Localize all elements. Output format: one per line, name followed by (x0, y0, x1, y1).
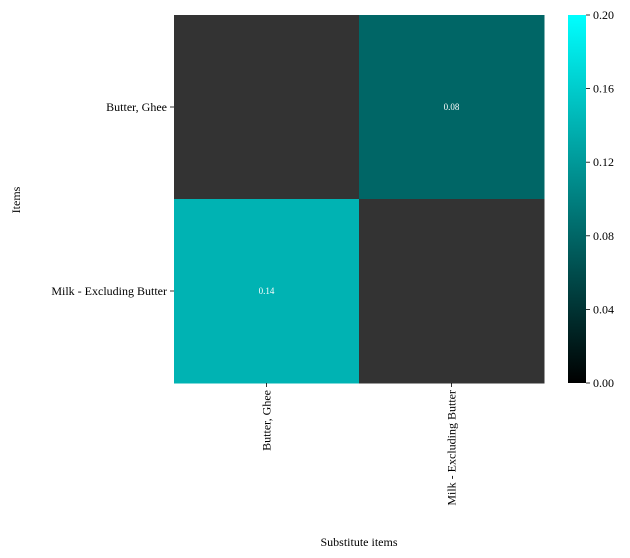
colorbar-gradient (568, 15, 586, 383)
x-axis-title: Substitute items (320, 535, 397, 549)
colorbar: 0.00 0.04 0.08 0.12 0.16 0.20 (568, 8, 614, 390)
heatmap-cells (174, 15, 545, 384)
y-axis-title: Items (9, 186, 23, 213)
heatmap-cell (174, 199, 360, 384)
x-tick-label: Milk - Excluding Butter (445, 390, 459, 506)
x-axis-ticks: Butter, Ghee Milk - Excluding Butter (260, 383, 459, 506)
y-axis-ticks: Butter, Ghee Milk - Excluding Butter (51, 100, 174, 298)
colorbar-tick-label: 0.12 (593, 155, 614, 169)
cell-value-label: 0.08 (444, 102, 460, 112)
y-tick-label: Butter, Ghee (106, 100, 167, 114)
colorbar-tick-label: 0.00 (593, 376, 614, 390)
colorbar-tick-label: 0.16 (593, 82, 614, 96)
heatmap-cell (174, 15, 360, 200)
colorbar-tick-label: 0.04 (593, 302, 614, 316)
x-tick-label: Butter, Ghee (260, 390, 274, 451)
y-tick-label: Milk - Excluding Butter (51, 284, 167, 298)
colorbar-ticks: 0.00 0.04 0.08 0.12 0.16 0.20 (586, 8, 614, 390)
heatmap-cell-labels: 0.08 0.14 (259, 102, 460, 296)
colorbar-tick-label: 0.20 (593, 8, 614, 22)
cell-value-label: 0.14 (259, 286, 275, 296)
heatmap-cell (359, 15, 545, 200)
colorbar-tick-label: 0.08 (593, 229, 614, 243)
heatmap-cell (359, 199, 545, 384)
